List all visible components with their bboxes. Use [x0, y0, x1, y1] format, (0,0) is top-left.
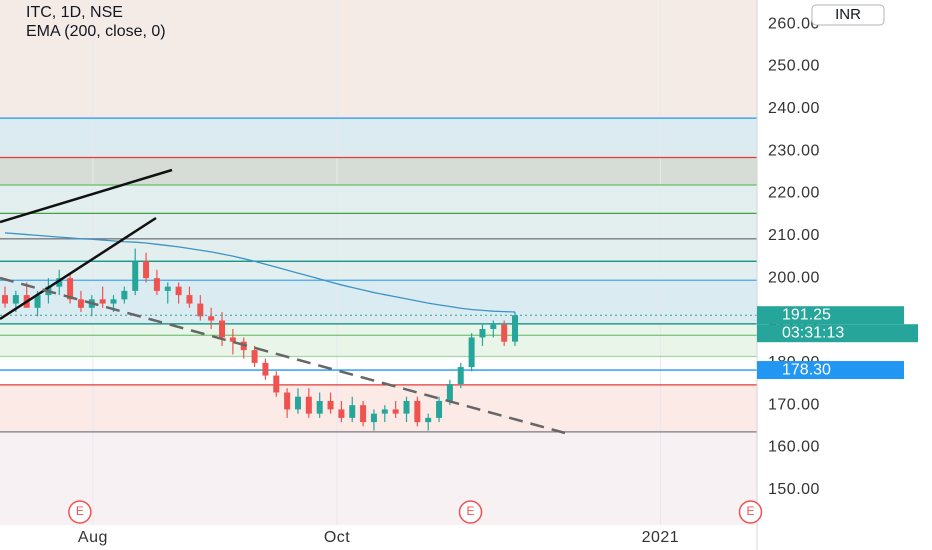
candle-body: [34, 295, 41, 308]
candle-body: [381, 409, 388, 414]
plot-area: [0, 0, 757, 525]
candle-body: [153, 278, 160, 291]
candle-body: [208, 316, 215, 321]
event-marker: [68, 500, 92, 524]
candle-body: [479, 328, 486, 338]
candle-body: [327, 400, 334, 410]
candle-body: [12, 295, 19, 304]
candle-body: [512, 315, 519, 342]
candle-body: [403, 400, 410, 414]
candle-body: [56, 278, 63, 287]
candle-body: [446, 384, 453, 401]
currency-label: INR: [835, 6, 861, 23]
candle-body: [457, 367, 464, 385]
title: ITC, 1D, NSE: [26, 4, 123, 21]
candle-body: [77, 299, 84, 308]
candle-body: [284, 392, 291, 410]
indicator-label: EMA (200, close, 0): [26, 23, 166, 40]
candle-body: [425, 417, 432, 423]
countdown-badge: [757, 324, 918, 343]
currency-box: [811, 4, 885, 26]
candle-body: [316, 400, 323, 414]
zone: [0, 323, 757, 357]
y-tick-label: 240.00: [768, 100, 820, 117]
zone: [0, 185, 757, 281]
candle-body: [468, 337, 475, 368]
event-label: E: [467, 504, 475, 518]
drawings: [0, 168, 566, 435]
candle-body: [349, 405, 356, 418]
trend-line: [0, 168, 173, 224]
candle-body: [99, 299, 106, 304]
candle-body: [197, 303, 204, 317]
candle-body: [360, 405, 367, 423]
candle-body: [251, 350, 258, 363]
candle-body: [294, 396, 301, 410]
event-label: E: [746, 504, 754, 518]
y-tick-label: 160.00: [768, 439, 820, 456]
candle-body: [175, 286, 182, 296]
candle-body: [132, 261, 139, 291]
candle-body: [305, 396, 312, 414]
candle-body: [164, 286, 171, 291]
zone: [0, 280, 757, 324]
zone: [0, 0, 757, 119]
candle-body: [143, 261, 150, 279]
candle-body: [414, 400, 421, 423]
candle-body: [262, 362, 269, 376]
candle-body: [436, 400, 443, 418]
event-marker: [458, 500, 483, 524]
zone: [0, 384, 757, 432]
candle-body: [501, 324, 508, 342]
price-badge: [757, 306, 904, 325]
x-tick-label: Aug: [78, 529, 108, 546]
zone: [0, 157, 757, 186]
event-label: E: [76, 504, 84, 518]
candle-body: [490, 324, 497, 329]
price-badge-label: 191.25: [782, 306, 831, 323]
candle-body: [219, 320, 226, 338]
dashed-line: [0, 276, 566, 435]
level-badge: [757, 361, 904, 380]
zone: [0, 431, 757, 525]
candle-body: [370, 413, 377, 423]
y-tick-label: 210.00: [768, 227, 820, 244]
candle-body: [110, 299, 117, 304]
ema-line: [4, 232, 516, 313]
y-tick-label: 220.00: [768, 185, 820, 202]
countdown-label: 03:31:13: [782, 324, 844, 341]
y-tick-label: 230.00: [768, 142, 820, 159]
y-tick-label: 250.00: [768, 58, 820, 75]
y-tick-label: 150.00: [768, 481, 820, 498]
x-tick-label: 2021: [642, 529, 680, 546]
candle-body: [273, 375, 280, 393]
candle-body: [1, 295, 8, 304]
y-tick-label: 170.00: [768, 396, 820, 413]
x-tick-label: Oct: [324, 529, 350, 546]
event-marker: [738, 500, 763, 524]
y-tick-label: 200.00: [768, 269, 820, 286]
candle-body: [338, 409, 345, 418]
candle-body: [186, 295, 193, 304]
trend-line: [0, 216, 157, 321]
candle-body: [67, 278, 74, 300]
zone: [0, 118, 757, 158]
y-tick-label: 260.00: [768, 15, 820, 32]
candle-body: [392, 409, 399, 414]
candle-body: [229, 337, 236, 342]
candle-body: [121, 290, 128, 300]
level-badge-label: 178.30: [782, 361, 831, 378]
